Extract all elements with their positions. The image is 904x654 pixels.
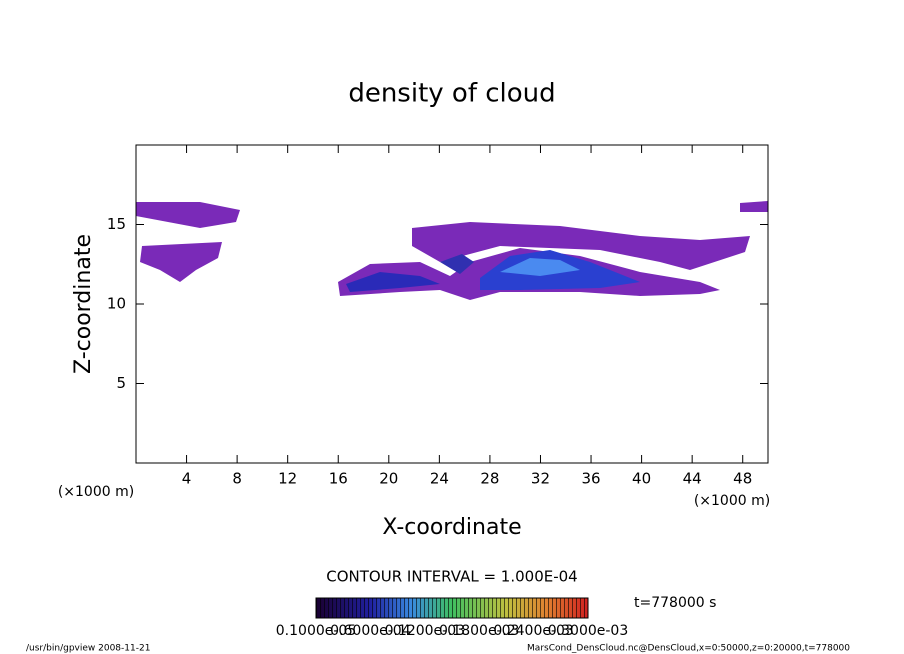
y-tick-label: 10 (107, 295, 126, 313)
x-tick-label: 32 (531, 470, 550, 488)
x-tick-label: 40 (632, 470, 651, 488)
colorbar-label: 0.1800e-03 (439, 623, 519, 639)
x-tick-label: 48 (733, 470, 752, 488)
cloud-region (140, 242, 222, 282)
x-tick-label: 8 (232, 470, 242, 488)
cloud-region (412, 222, 750, 270)
cloud-field (136, 201, 768, 300)
colorbar-label: 0.3000e-03 (548, 623, 628, 639)
contour-interval: CONTOUR INTERVAL = 1.000E-04 (326, 568, 577, 586)
x-unit: (×1000 m) (694, 493, 770, 509)
y-tick-label: 5 (116, 374, 126, 392)
x-unit: (×1000 m) (58, 484, 134, 500)
x-axis-label: X-coordinate (382, 515, 521, 540)
cloud-region (136, 202, 240, 228)
x-tick-label: 4 (182, 470, 192, 488)
x-tick-label: 16 (329, 470, 348, 488)
x-tick-label: 36 (581, 470, 600, 488)
colorbar-labels: 0.1000e-050.6000e-040.1200e-030.1800e-03… (276, 623, 628, 639)
time-label: t=778000 s (634, 595, 716, 611)
cloud-core (440, 254, 474, 274)
x-tick-label: 24 (430, 470, 449, 488)
colorbar-label: 0.6000e-04 (330, 623, 411, 639)
footer: /usr/bin/gpview 2008-11-21 (26, 644, 150, 654)
plot-frame (135, 144, 769, 464)
colorbar-label: 0.1200e-03 (385, 623, 465, 639)
colorbar-levels (316, 598, 588, 618)
x-tick-label: 20 (379, 470, 398, 488)
colorbar-label: 0.1000e-05 (276, 623, 356, 639)
chart-title: density of cloud (348, 79, 555, 109)
x-tick-label: 44 (683, 470, 702, 488)
y-tick-label: 15 (107, 215, 126, 233)
x-tick-label: 12 (278, 470, 297, 488)
y-axis-label: Z-coordinate (71, 234, 96, 374)
cloud-region (740, 201, 768, 212)
cloud-core (346, 272, 440, 292)
x-tick-label: 28 (480, 470, 499, 488)
cloud-core (500, 258, 580, 276)
colorbar-label: 0.2400e-03 (493, 623, 573, 639)
footer: MarsCond_DensCloud.nc@DensCloud,x=0:5000… (527, 644, 850, 654)
